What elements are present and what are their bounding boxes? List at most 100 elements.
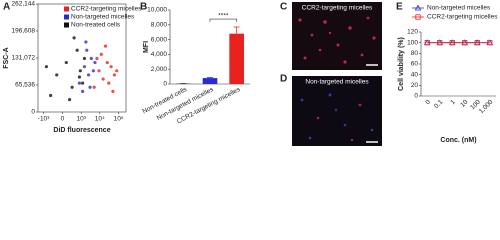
scatter-point: [95, 56, 99, 61]
panel-letter: A: [3, 2, 10, 13]
scatter-point: [81, 89, 85, 94]
panel-letter: D: [280, 74, 287, 85]
x-tick-label: -10³: [38, 116, 50, 123]
micrograph: CCR2-targeting micelles: [292, 2, 382, 70]
x-tick-label: 0: [424, 98, 432, 106]
y-tick-label: 60: [411, 61, 419, 68]
y-tick-label: 2,000: [151, 66, 168, 73]
scatter-point: [49, 93, 53, 98]
y-tick-label: 262,144: [12, 1, 36, 8]
y-tick-label: 0: [414, 93, 418, 100]
scatter-point: [93, 60, 97, 65]
scatter-point: [92, 85, 96, 89]
x-tick-label: 0: [61, 116, 65, 123]
y-tick-label: 100: [407, 39, 418, 46]
y-tick-label: 0: [31, 109, 35, 116]
marker: [474, 40, 480, 46]
bar: [229, 33, 244, 84]
scatter-point: [86, 73, 91, 77]
significance-label: ****: [218, 13, 229, 20]
x-tick-label: 10: [459, 98, 469, 108]
y-tick-label: 65,536: [15, 82, 35, 89]
y-tick-label: 6,000: [151, 36, 168, 43]
scatter-point: [89, 56, 93, 61]
scatter-point: [82, 56, 87, 61]
image-background: [292, 76, 382, 146]
error-bar: [233, 26, 240, 34]
x-tick-label: 10⁴: [95, 116, 105, 123]
legend-label: Non-targeted micelles: [427, 5, 491, 12]
y-tick-label: 8,000: [151, 22, 168, 29]
cell-dots: [300, 93, 374, 142]
legend-swatch: [64, 6, 69, 12]
marker: [437, 40, 443, 46]
cell-dots: [298, 16, 376, 64]
scatter-point: [82, 65, 87, 69]
panel-letter: B: [140, 2, 147, 13]
legend-label: CCR2-targeting micelles: [71, 6, 142, 13]
legend-marker: [414, 4, 422, 11]
marker: [487, 40, 493, 46]
legend-label: Non-treated cells: [71, 22, 121, 29]
scatter-point: [103, 44, 108, 48]
scatter-point: [44, 65, 48, 69]
marker: [449, 40, 455, 46]
legend-label: Non-targeted micelles: [71, 14, 135, 21]
marker: [462, 40, 468, 46]
figure: A B E C D CCR2-targeting micelles Non-ta…: [3, 1, 498, 146]
scatter-point: [84, 40, 88, 44]
y-tick-label: 20: [411, 82, 419, 89]
y-tick-label: 120: [407, 29, 418, 36]
x-tick-label: 10⁵: [114, 116, 124, 123]
image-caption: CCR2-targeting micelles: [302, 5, 373, 12]
scatter-point: [75, 48, 79, 52]
scatter-point: [77, 75, 82, 79]
y-axis-label: Cell viability (%): [398, 37, 405, 91]
y-tick-label: 196,608: [12, 28, 36, 35]
micrograph: Non-targeted micelles: [292, 76, 382, 146]
legend-swatch: [64, 22, 69, 28]
legend-label: CCR2-targeting micelles: [427, 14, 498, 21]
x-axis-label: DiD fluorescence: [53, 127, 110, 134]
scatter-point: [99, 52, 103, 56]
scatter-point: [88, 85, 92, 89]
y-tick-label: 80: [411, 50, 419, 57]
scatter-point: [105, 60, 109, 65]
scatter-point: [91, 69, 95, 73]
y-axis-label: MFI: [143, 41, 150, 53]
x-tick-label: 10³: [76, 116, 86, 123]
scatter-point: [85, 48, 89, 52]
scatter-point: [101, 77, 105, 81]
scatter-point: [70, 85, 74, 89]
y-tick-label: 10,000: [147, 7, 167, 14]
significance-bracket: [209, 18, 237, 23]
marker: [424, 40, 430, 46]
y-tick-label: 40: [411, 71, 419, 78]
error-bar: [207, 76, 213, 79]
scatter-point: [107, 81, 111, 85]
legend-marker: [415, 14, 421, 20]
scatter-point: [109, 65, 113, 69]
scatter-point: [55, 73, 59, 77]
scatter-point: [64, 60, 68, 65]
x-tick-label: 1,000: [478, 98, 495, 115]
scatter-point: [112, 73, 116, 77]
x-tick-label: 1: [449, 98, 457, 106]
y-axis-label: FSC-A: [3, 47, 10, 68]
y-tick-label: 0: [163, 81, 167, 88]
y-tick-label: 4,000: [151, 51, 168, 58]
bar: [202, 78, 218, 84]
scatter-point: [81, 81, 85, 85]
panel-letter: C: [280, 2, 287, 13]
x-axis-label: Conc. (nM): [440, 137, 476, 144]
scatter-point: [111, 89, 115, 94]
scatter-point: [115, 69, 119, 73]
scatter-point: [67, 98, 72, 102]
panel-letter: E: [396, 2, 403, 13]
scatter-point: [78, 69, 82, 73]
scatter-point: [97, 69, 101, 73]
legend-swatch: [64, 14, 69, 20]
y-tick-label: 131,072: [12, 55, 36, 62]
scatter-point: [72, 36, 76, 40]
image-background: [292, 2, 382, 70]
